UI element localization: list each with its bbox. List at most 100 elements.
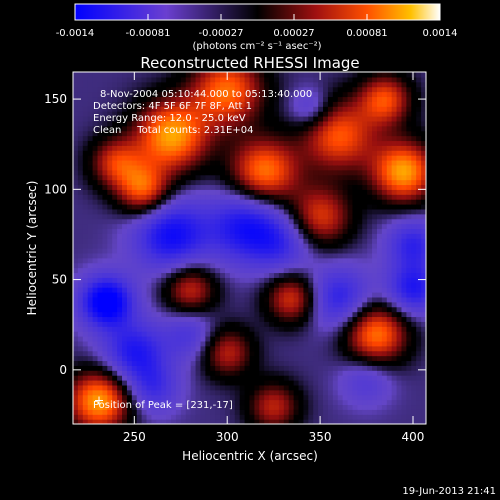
heatmap-cell [269,292,275,298]
heatmap-cell [308,340,314,347]
heatmap-cell [283,218,290,225]
heatmap-cell [156,360,162,366]
heatmap-cell [381,350,388,357]
heatmap-cell [161,277,167,283]
heatmap-cell [313,316,319,322]
heatmap-cell [161,164,167,171]
heatmap-cell [136,409,143,415]
heatmap-cell [141,125,148,132]
heatmap-cell [337,125,344,132]
heatmap-cell [141,316,148,322]
heatmap-cell [229,243,236,249]
heatmap-cell [372,336,378,342]
heatmap-cell [313,340,319,347]
heatmap-cell [239,331,246,337]
heatmap-cell [357,331,363,337]
heatmap-cell [283,287,290,293]
heatmap-cell [342,350,349,357]
heatmap-cell [278,384,285,391]
heatmap-cell [293,414,300,420]
heatmap-cell [87,218,94,225]
heatmap-cell [151,218,157,225]
heatmap-cell [175,194,182,200]
heatmap-cell [337,306,344,313]
heatmap-cell [396,213,403,220]
heatmap-cell [136,125,143,132]
heatmap-cell [401,277,407,283]
heatmap-cell [220,311,226,318]
heatmap-cell [73,86,79,93]
heatmap-cell [190,380,197,386]
heatmap-cell [259,257,265,264]
heatmap-cell [126,272,133,278]
heatmap-cell [200,218,206,225]
heatmap-cell [323,223,329,230]
heatmap-cell [239,213,246,220]
heatmap-cell [97,384,104,391]
heatmap-cell [146,350,153,357]
heatmap-cell [156,350,162,357]
heatmap-cell [77,164,84,171]
heatmap-cell [239,106,246,112]
heatmap-cell [210,380,216,386]
heatmap-cell [342,375,349,381]
heatmap-cell [146,155,153,161]
heatmap-cell [190,301,197,308]
heatmap-cell [386,140,393,146]
heatmap-cell [337,76,344,83]
heatmap-cell [146,326,153,332]
heatmap-cell [313,86,319,93]
heatmap-cell [278,111,285,117]
heatmap-cell [269,394,275,401]
heatmap-cell [288,81,295,88]
heatmap-cell [215,296,221,303]
heatmap-cell [180,228,187,234]
heatmap-cell [323,228,329,234]
heatmap-cell [342,76,349,83]
heatmap-cell [190,208,197,215]
heatmap-cell [386,306,393,313]
heatmap-cell [269,267,275,274]
heatmap-cell [372,350,378,357]
heatmap-cell [77,106,84,112]
heatmap-cell [112,155,118,161]
heatmap-cell [117,218,123,225]
heatmap-cell [141,130,148,137]
heatmap-cell [200,243,206,249]
heatmap-cell [386,296,393,303]
heatmap-cell [126,331,133,337]
heatmap-cell [166,204,172,210]
heatmap-cell [264,125,270,132]
heatmap-cell [381,257,388,264]
heatmap-cell [259,409,265,415]
heatmap-cell [122,414,128,420]
heatmap-cell [303,238,309,244]
heatmap-cell [195,135,202,142]
heatmap-cell [381,384,388,391]
heatmap-cell [239,326,246,332]
heatmap-cell [82,414,89,420]
heatmap-cell [293,340,300,347]
heatmap-cell [313,106,319,112]
heatmap-cell [190,106,197,112]
heatmap-cell [357,204,363,210]
heatmap-cell [406,262,412,269]
heatmap-cell [210,76,216,83]
heatmap-cell [102,111,108,117]
heatmap-cell [401,96,407,102]
heatmap-cell [87,223,94,230]
heatmap-cell [87,389,94,396]
heatmap-cell [313,292,319,298]
heatmap-cell [210,213,216,220]
heatmap-cell [210,389,216,396]
heatmap-cell [259,419,265,424]
heatmap-cell [308,252,314,259]
heatmap-cell [298,404,305,410]
heatmap-cell [92,150,99,156]
heatmap-cell [274,267,280,274]
heatmap-cell [313,272,319,278]
heatmap-cell [112,292,118,298]
heatmap-cell [259,262,265,269]
heatmap-cell [318,116,324,122]
heatmap-cell [283,150,290,156]
